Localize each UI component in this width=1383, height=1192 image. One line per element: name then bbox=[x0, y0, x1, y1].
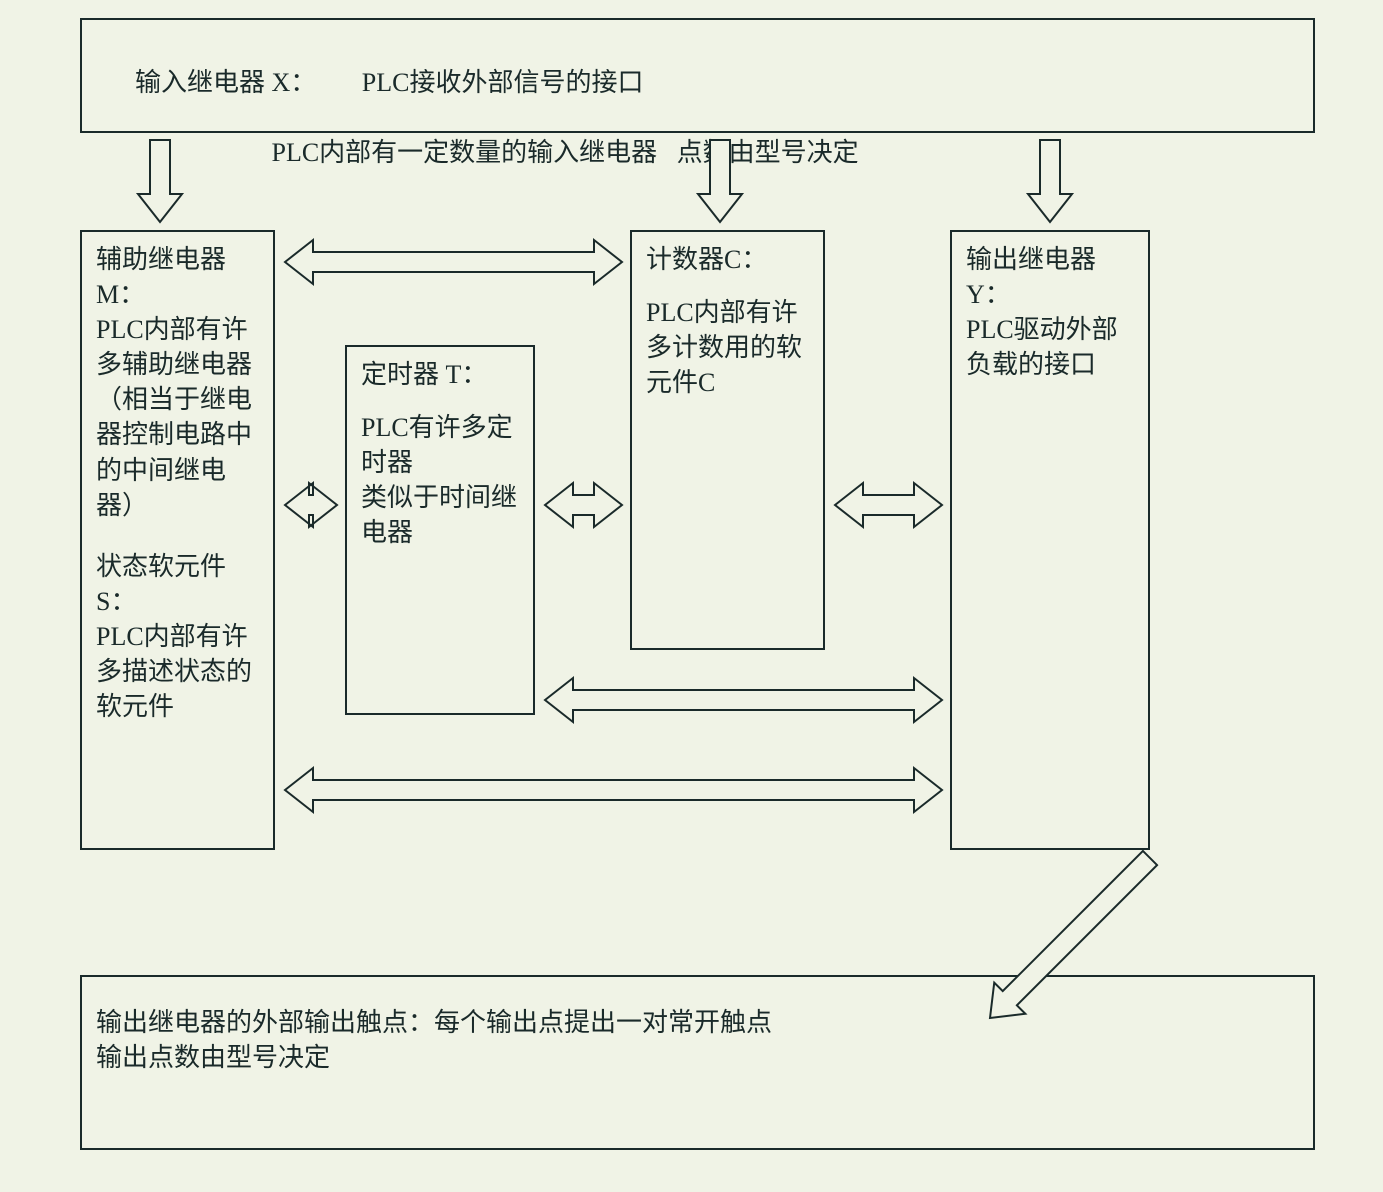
arrow-c-y bbox=[835, 483, 942, 527]
box-counter-c: 计数器C： PLC内部有许多计数用的软元件C bbox=[630, 230, 825, 650]
bottom-line1: 输出继电器的外部输出触点：每个输出点提出一对常开触点 bbox=[96, 1005, 1299, 1040]
s-body: PLC内部有许多描述状态的软元件 bbox=[96, 619, 259, 724]
m-title: 辅助继电器 M： bbox=[96, 242, 259, 312]
t-body: PLC有许多定时器 类似于时间继电器 bbox=[361, 410, 519, 550]
c-body: PLC内部有许多计数用的软元件C bbox=[646, 295, 809, 400]
s-title: 状态软元件 S： bbox=[96, 549, 259, 619]
top-line2: PLC内部有一定数量的输入继电器 点数由型号决定 bbox=[272, 138, 859, 167]
box-timer-t: 定时器 T： PLC有许多定时器 类似于时间继电器 bbox=[345, 345, 535, 715]
box-output-contacts: 输出继电器的外部输出触点：每个输出点提出一对常开触点 输出点数由型号决定 bbox=[80, 975, 1315, 1150]
m-body: PLC内部有许多辅助继电器（相当于继电器控制电路中的中间继电器） bbox=[96, 312, 259, 523]
box-aux-relay-m: 辅助继电器 M： PLC内部有许多辅助继电器（相当于继电器控制电路中的中间继电器… bbox=[80, 230, 275, 850]
spacer bbox=[96, 523, 259, 549]
spacer bbox=[96, 987, 1299, 1005]
top-title: 输入继电器 X： bbox=[135, 68, 316, 97]
bottom-line2: 输出点数由型号决定 bbox=[96, 1040, 1299, 1075]
y-title: 输出继电器Y： bbox=[966, 242, 1134, 312]
spacer bbox=[646, 277, 809, 295]
box-input-relay-x: 输入继电器 X： PLC接收外部信号的接口 PLC内部有一定数量的输入继电器 点… bbox=[80, 18, 1315, 133]
arrow-t-c bbox=[545, 483, 622, 527]
arrow-m-y-bot bbox=[285, 768, 942, 812]
arrow-m-t bbox=[285, 483, 337, 527]
box-output-relay-y: 输出继电器Y： PLC驱动外部负载的接口 bbox=[950, 230, 1150, 850]
top-line1: PLC接收外部信号的接口 bbox=[362, 68, 644, 97]
diagram-canvas: 输入继电器 X： PLC接收外部信号的接口 PLC内部有一定数量的输入继电器 点… bbox=[0, 0, 1383, 1192]
t-title: 定时器 T： bbox=[361, 357, 519, 392]
arrow-m-c-top bbox=[285, 240, 622, 284]
arrow-top-to-y bbox=[1028, 140, 1072, 222]
box-input-relay-x-content: 输入继电器 X： PLC接收外部信号的接口 PLC内部有一定数量的输入继电器 点… bbox=[96, 68, 859, 202]
arrow-t-y-mid bbox=[545, 678, 942, 722]
spacer bbox=[361, 392, 519, 410]
y-body: PLC驱动外部负载的接口 bbox=[966, 312, 1134, 382]
c-title: 计数器C： bbox=[646, 242, 809, 277]
